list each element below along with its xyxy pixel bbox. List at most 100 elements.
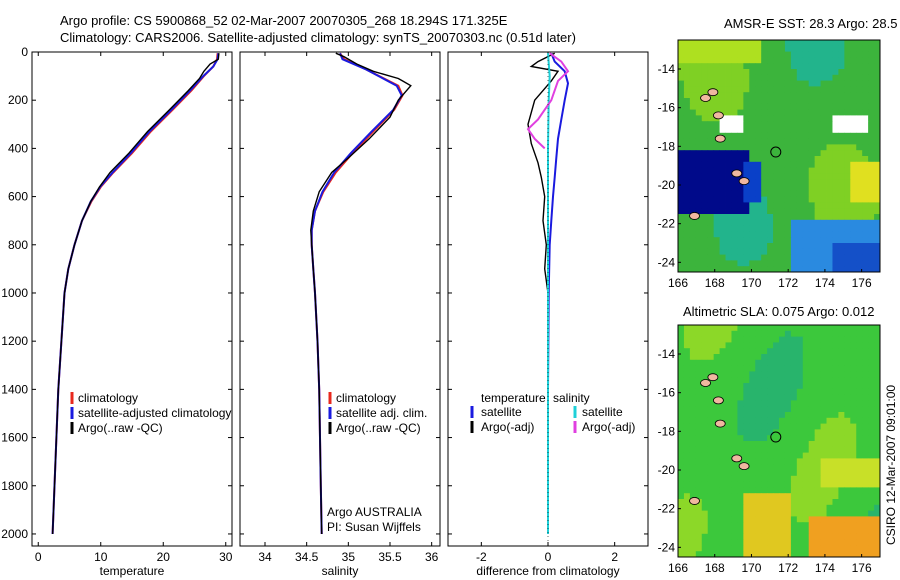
map-cell [808, 371, 816, 378]
map-cell [838, 103, 845, 110]
map-cell [802, 40, 810, 47]
series-line-argo-raw-qc- [310, 52, 412, 535]
map-cell [802, 441, 810, 448]
map-cell [844, 115, 851, 122]
map-cell [814, 167, 821, 174]
map-cell [683, 499, 691, 506]
map-cell [695, 63, 703, 70]
map-cell [802, 475, 810, 482]
map-cell [731, 487, 738, 494]
map-cell [814, 470, 821, 477]
map-cell [689, 144, 697, 151]
map-cell [731, 74, 738, 81]
map-cell [719, 406, 726, 413]
map-cell [719, 533, 726, 540]
map-cell [743, 69, 750, 76]
map-cell [731, 86, 738, 93]
map-cell [695, 243, 703, 250]
map-cell [743, 359, 750, 366]
map-cell [719, 481, 726, 488]
map-cell [737, 504, 744, 511]
map-cell [868, 167, 875, 174]
map-cell [820, 202, 827, 209]
map-cell [713, 185, 720, 192]
map-cell [874, 325, 881, 332]
map-cell [838, 98, 845, 105]
map-cell [844, 196, 851, 203]
map-cell [695, 57, 703, 64]
map-cell [820, 190, 827, 197]
map-cell [761, 45, 768, 52]
map-cell [761, 458, 768, 465]
map-cell [826, 533, 833, 540]
map-cell [796, 132, 804, 139]
map-cell [695, 423, 703, 430]
map-cell [796, 202, 804, 209]
map-cell [779, 202, 786, 209]
map-cell [683, 109, 691, 116]
map-cell [850, 551, 857, 558]
map-cell [820, 510, 827, 517]
map-cell [796, 40, 804, 47]
map-cell [844, 429, 851, 436]
map-cell [707, 167, 715, 174]
map-cell [678, 92, 685, 99]
map-cell [725, 551, 732, 558]
map-cell [749, 458, 756, 465]
map-cell [868, 161, 875, 168]
map-cell [683, 156, 691, 163]
map-cell [838, 493, 845, 500]
map-cell [749, 481, 756, 488]
map-cell [844, 214, 851, 221]
map-cell [678, 179, 685, 186]
map-cell [707, 40, 715, 47]
map-cell [814, 406, 821, 413]
map-cell [856, 45, 863, 52]
map-cell [725, 92, 732, 99]
map-cell [779, 98, 786, 105]
map-cell [749, 342, 756, 349]
map-cell [773, 190, 780, 197]
map-cell [767, 475, 774, 482]
map-cell [725, 138, 732, 145]
map-cell [773, 196, 780, 203]
map-cell [784, 394, 792, 401]
map-cell [844, 202, 851, 209]
map-cell [743, 522, 750, 529]
map-cell [808, 92, 816, 99]
map-cell [707, 121, 715, 128]
map-cell [850, 190, 857, 197]
map-cell [820, 121, 827, 128]
map-cell [695, 359, 703, 366]
map-cell [856, 452, 863, 459]
map-cell [796, 446, 804, 453]
map-cell [719, 45, 726, 52]
map-cell [731, 190, 738, 197]
map-cell [796, 63, 804, 70]
map-cell [826, 185, 833, 192]
map-cell [826, 144, 833, 151]
map-cell [749, 435, 756, 442]
map-cell [784, 400, 792, 407]
map-cell [767, 74, 774, 81]
map-cell [796, 359, 804, 366]
map-cell [678, 237, 685, 244]
map-cell [678, 225, 685, 232]
map-cell [820, 342, 827, 349]
map-cell [755, 260, 762, 267]
map-cell [856, 161, 863, 168]
map-cell [725, 214, 732, 221]
map-cell [802, 365, 810, 372]
map-cell [707, 254, 715, 261]
map-cell [761, 388, 768, 395]
map-cell [790, 342, 798, 349]
map-cell [773, 359, 780, 366]
map-cell [761, 167, 768, 174]
map-cell [874, 417, 881, 424]
map-cell [725, 429, 732, 436]
map-cell [832, 481, 839, 488]
map-cell [731, 336, 738, 343]
map-cell [683, 464, 691, 471]
map-cell [743, 92, 750, 99]
map-cell [767, 86, 774, 93]
